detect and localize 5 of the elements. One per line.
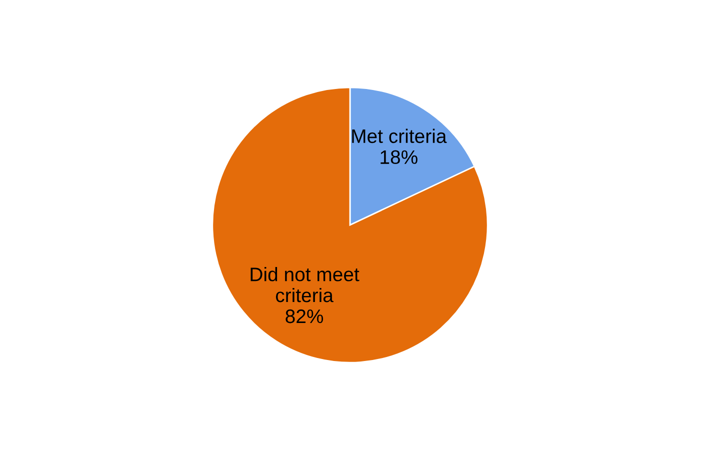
slice-label: Did not meet criteria — [250, 267, 360, 302]
slice-label: Met criteria — [352, 128, 447, 144]
pie-slice — [212, 86, 488, 364]
data-label: 82% — [286, 309, 324, 324]
data-label: 18% — [380, 150, 418, 164]
